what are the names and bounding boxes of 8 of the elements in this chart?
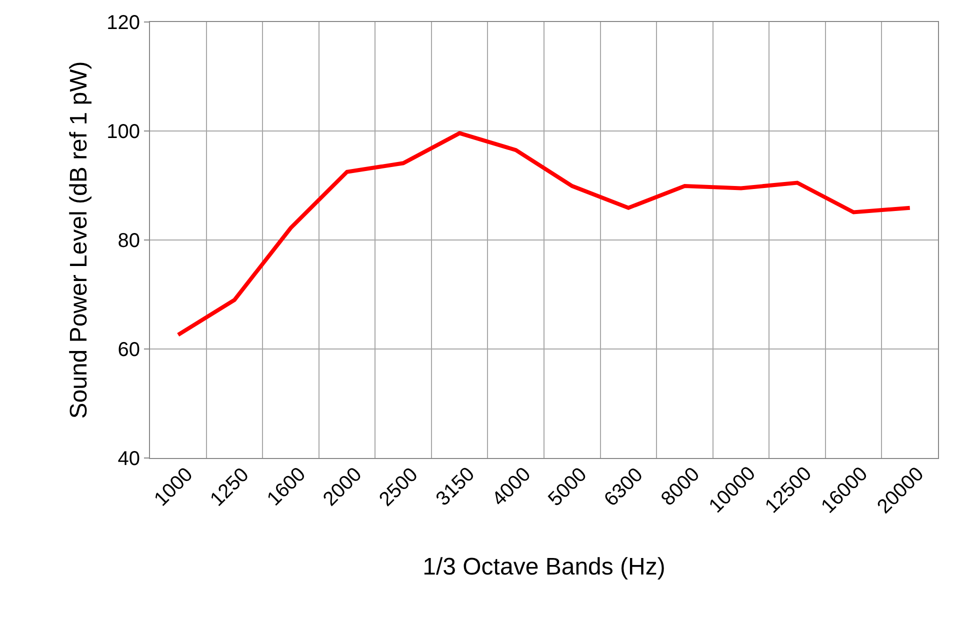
y-tick-label: 80	[118, 230, 140, 252]
line-series	[176, 131, 912, 337]
y-tick-label: 100	[106, 121, 140, 143]
y-axis-title: Sound Power Level (dB ref 1 pW)	[66, 61, 93, 419]
x-axis-title: 1/3 Octave Bands (Hz)	[422, 553, 666, 580]
y-tick-label: 60	[118, 339, 140, 361]
y-tick-label: 120	[106, 12, 140, 34]
y-tick-label: 40	[118, 448, 140, 470]
